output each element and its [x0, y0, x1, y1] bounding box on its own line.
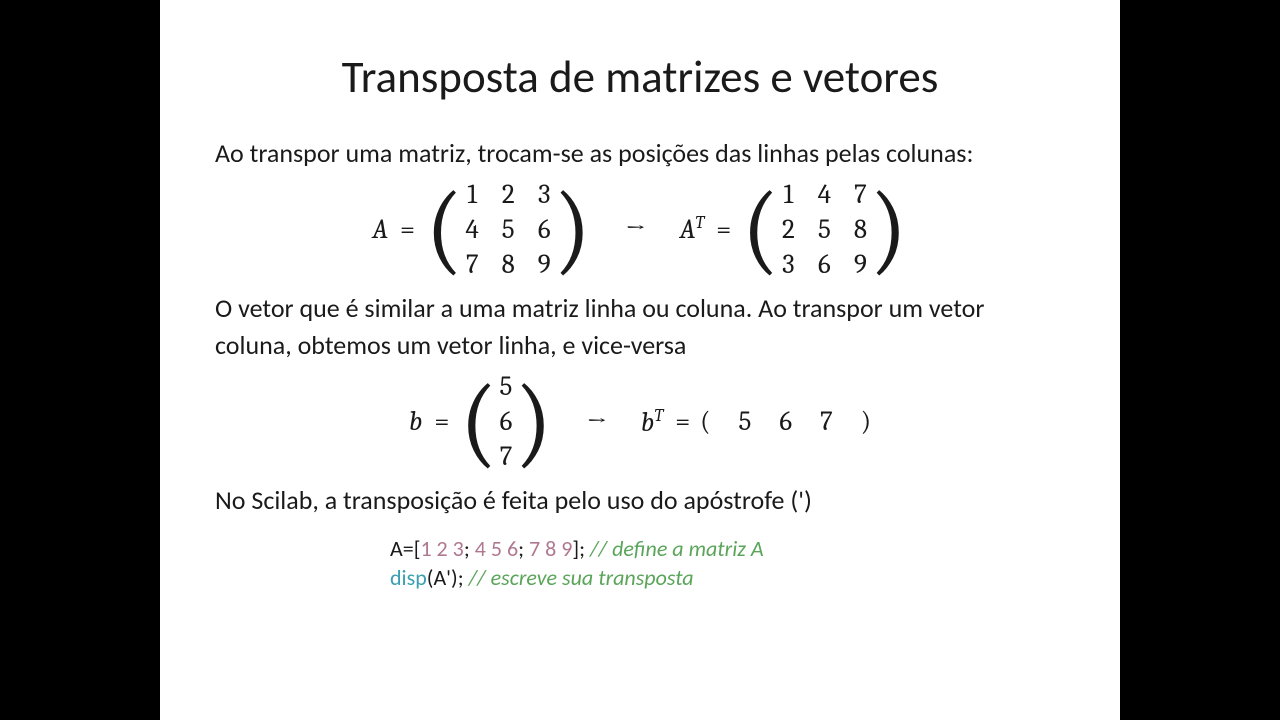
slide-title: Transposta de matrizes e vetores [215, 50, 1065, 105]
vector-equation-row: b = ( 567 ) → bT = (567) [215, 371, 1065, 472]
vector-cell: 5 [500, 371, 513, 402]
vector-cell: 6 [779, 406, 792, 437]
matrix-cell: 1 [781, 179, 795, 210]
matrix-cell: 2 [501, 179, 515, 210]
equals-sign: = [434, 406, 449, 437]
vector-bT-row: (567) [700, 406, 871, 437]
matrix-cell: 8 [853, 214, 867, 245]
code-line-2: disp(A'); // escreve sua transposta [390, 563, 1065, 593]
matrix-AT-block: AT = ( 147 258 369 ) [680, 179, 908, 280]
arrow-icon: → [625, 214, 645, 244]
matrix-cell: 5 [817, 214, 831, 245]
right-paren: ) [514, 387, 552, 457]
vector-cell: 6 [500, 406, 513, 437]
matrix-A-block: A = ( 123 456 789 ) [372, 179, 591, 280]
vector-cell: 7 [500, 441, 513, 472]
matrix-cell: 3 [537, 179, 551, 210]
matrix-cell: 2 [781, 214, 795, 245]
matrix-cell: 9 [853, 249, 867, 280]
matrix-cell: 9 [537, 249, 551, 280]
paragraph-3: No Scilab, a transposição é feita pelo u… [215, 482, 1065, 520]
right-paren: ) [869, 194, 907, 264]
left-paren: ( [459, 387, 497, 457]
vector-b-label: b [409, 406, 422, 437]
matrix-cell: 4 [817, 179, 831, 210]
matrix-AT-grid: 147 258 369 [781, 179, 867, 280]
vector-b-parens: ( 5 6 7 ) [459, 371, 552, 472]
matrix-cell: 4 [465, 214, 479, 245]
slide: Transposta de matrizes e vetores Ao tran… [160, 0, 1120, 720]
vector-cell: 7 [820, 406, 833, 437]
matrix-A-parens: ( 123 456 789 ) [425, 179, 591, 280]
vector-bT-label: bT [641, 406, 663, 438]
matrix-equation-row: A = ( 123456789 ) → AT = ( 147258369 ) [215, 179, 1065, 280]
matrix-cell: 7 [465, 249, 479, 280]
matrix-cell: 7 [853, 179, 867, 210]
vector-b-grid: 5 6 7 [500, 371, 513, 472]
matrix-cell: 8 [501, 249, 515, 280]
equals-sign: = [716, 214, 731, 245]
left-paren: ( [741, 194, 779, 264]
vector-b-block: b = ( 5 6 7 ) [409, 371, 553, 472]
paragraph-2: O vetor que é similar a uma matriz linha… [215, 290, 1065, 365]
equals-sign: = [675, 406, 690, 437]
matrix-AT-parens: ( 147 258 369 ) [741, 179, 907, 280]
matrix-cell: 3 [781, 249, 795, 280]
code-block: A=[1 2 3; 4 5 6; 7 8 9]; // define a mat… [390, 534, 1065, 593]
arrow-icon: → [587, 407, 607, 437]
matrix-cell: 5 [501, 214, 515, 245]
matrix-cell: 6 [817, 249, 831, 280]
paragraph-1: Ao transpor uma matriz, trocam-se as pos… [215, 135, 1065, 173]
equals-sign: = [400, 214, 415, 245]
matrix-AT-label: AT [680, 213, 704, 245]
matrix-A-label: A [372, 214, 388, 245]
right-paren: ) [553, 194, 591, 264]
code-line-1: A=[1 2 3; 4 5 6; 7 8 9]; // define a mat… [390, 534, 1065, 564]
vector-bT-block: bT = (567) [641, 406, 871, 438]
matrix-cell: 1 [465, 179, 479, 210]
matrix-A-grid: 123 456 789 [465, 179, 551, 280]
left-paren: ( [425, 194, 463, 264]
vector-cell: 5 [738, 406, 751, 437]
matrix-cell: 6 [537, 214, 551, 245]
